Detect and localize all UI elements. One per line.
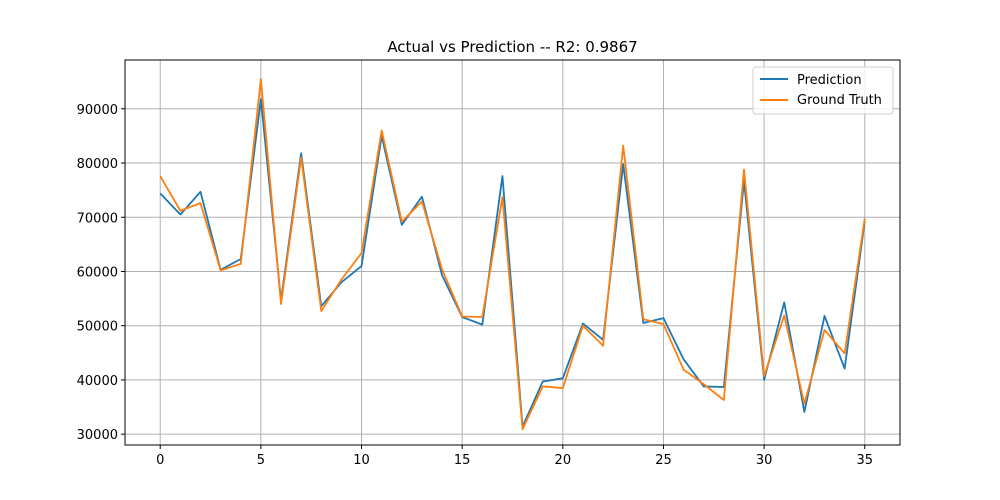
x-tick-label: 35 — [856, 453, 873, 468]
series-layer — [159, 78, 866, 431]
y-tick-label: 40000 — [77, 374, 118, 389]
chart-title: Actual vs Prediction -- R2: 0.9867 — [387, 38, 637, 56]
y-tick-label: 30000 — [77, 428, 118, 443]
legend: Prediction Ground Truth — [752, 66, 894, 115]
x-tick-label: 5 — [257, 453, 265, 468]
x-tick-label: 15 — [454, 453, 471, 468]
y-axis: 30000 40000 50000 60000 70000 80000 90000 — [77, 103, 125, 443]
grid — [125, 60, 900, 445]
y-tick-label: 90000 — [77, 103, 118, 118]
series-line-ground-truth — [159, 78, 866, 431]
x-tick-label: 25 — [655, 453, 672, 468]
y-tick-label: 50000 — [77, 320, 118, 335]
plot-frame — [124, 59, 901, 446]
x-tick-label: 20 — [555, 453, 572, 468]
legend-label-ground-truth: Ground Truth — [797, 93, 882, 108]
legend-label-prediction: Prediction — [797, 73, 862, 88]
x-axis: 0 5 10 15 20 25 30 35 — [156, 445, 873, 468]
x-tick-label: 10 — [353, 453, 370, 468]
x-tick-label: 0 — [156, 453, 164, 468]
x-tick-label: 30 — [756, 453, 773, 468]
y-tick-label: 70000 — [77, 211, 118, 226]
y-tick-label: 60000 — [77, 265, 118, 280]
y-tick-label: 80000 — [77, 157, 118, 172]
